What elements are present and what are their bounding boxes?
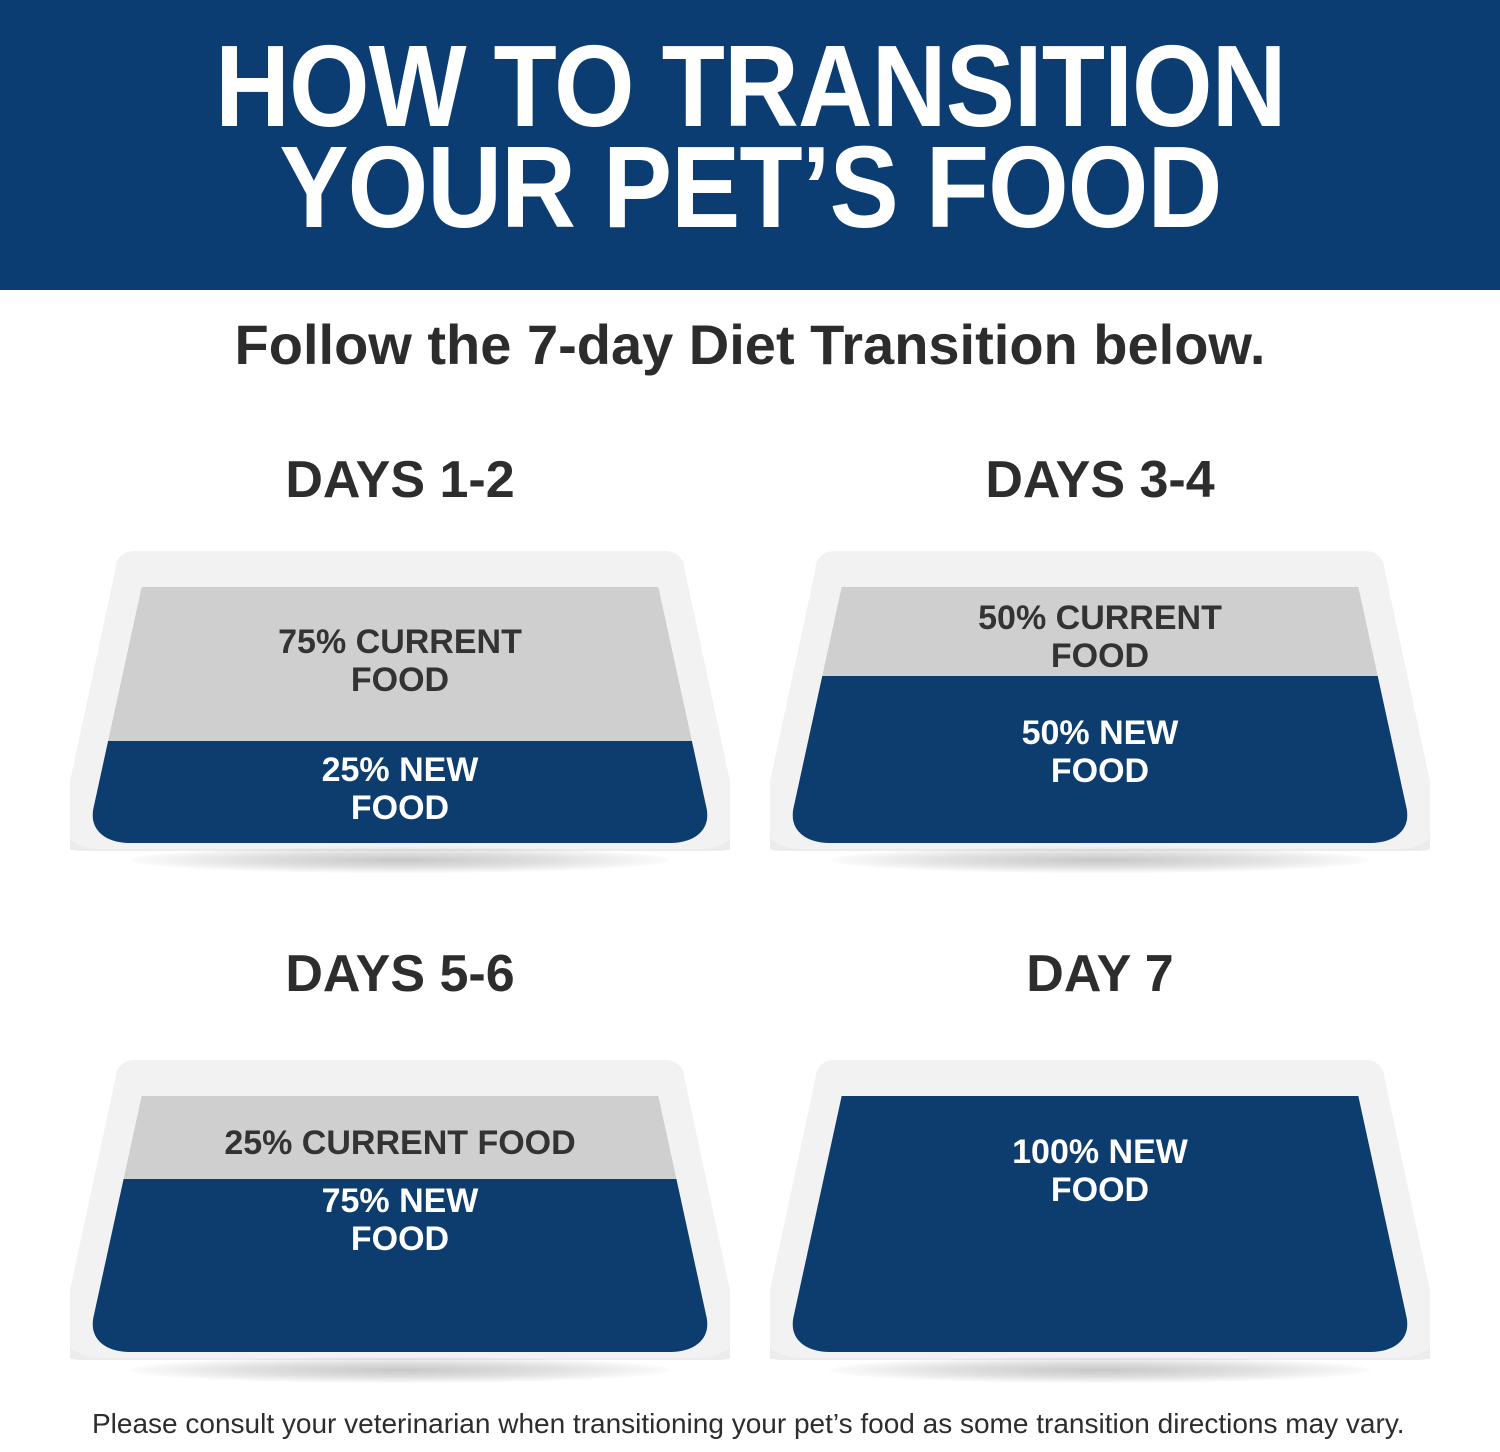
svg-text:25% CURRENT FOOD: 25% CURRENT FOOD bbox=[224, 1124, 575, 1162]
